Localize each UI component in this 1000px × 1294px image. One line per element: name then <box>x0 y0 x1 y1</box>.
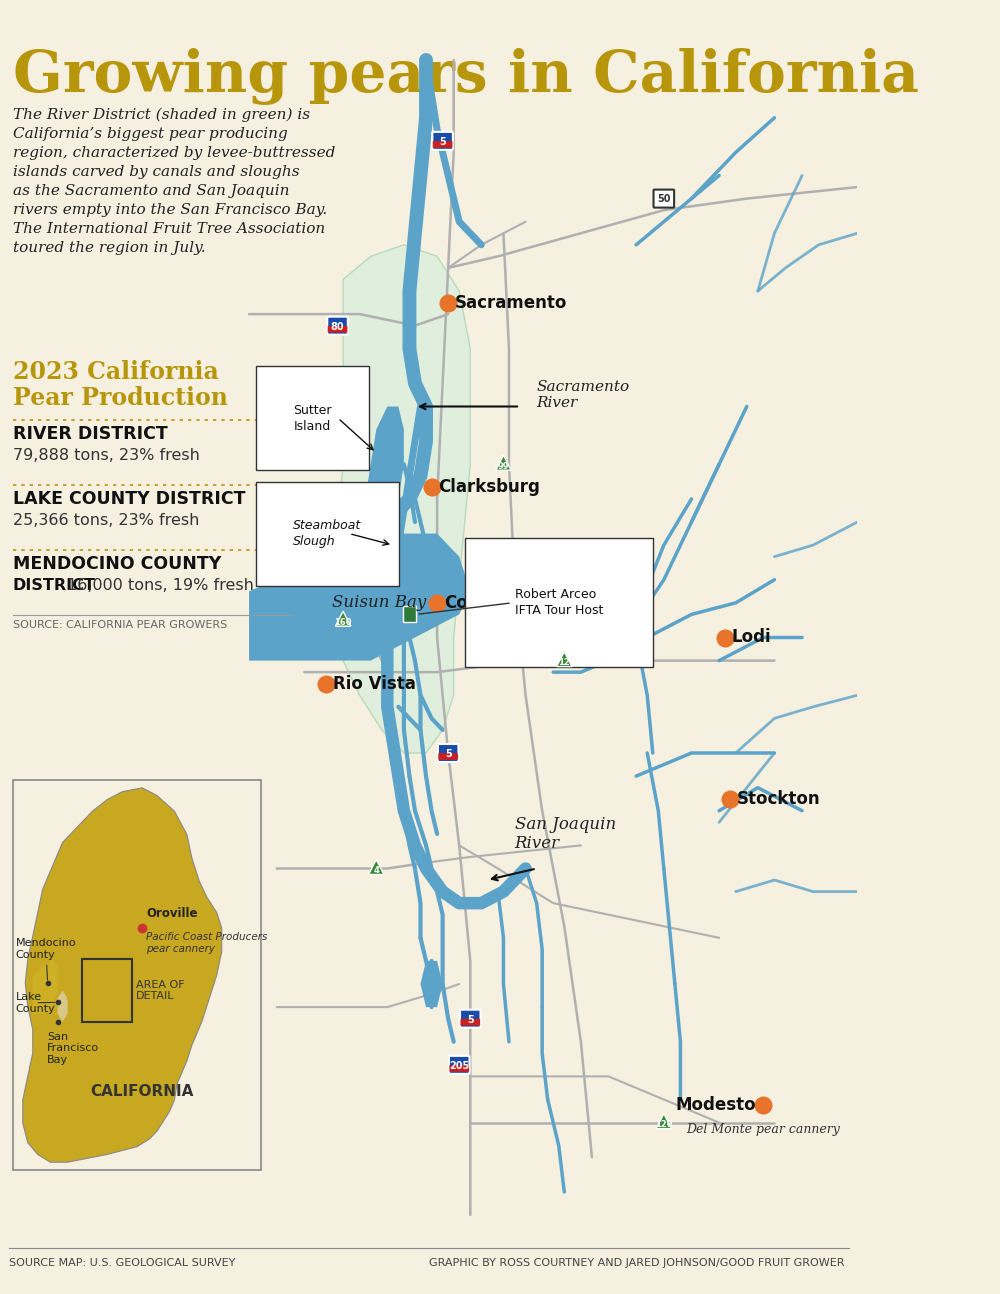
FancyBboxPatch shape <box>433 141 452 148</box>
Text: 5: 5 <box>445 749 452 760</box>
Text: 99: 99 <box>498 462 509 471</box>
Text: Lake
County: Lake County <box>15 992 55 1013</box>
Text: GRAPHIC BY ROSS COURTNEY AND JARED JOHNSON/GOOD FRUIT GROWER: GRAPHIC BY ROSS COURTNEY AND JARED JOHNS… <box>429 1258 844 1268</box>
Text: Rio Vista: Rio Vista <box>333 674 416 692</box>
Polygon shape <box>420 961 443 1007</box>
Text: DISTRICT: DISTRICT <box>13 578 96 593</box>
Text: Growing pears in California: Growing pears in California <box>13 48 919 105</box>
Text: 2023 California
Pear Production: 2023 California Pear Production <box>13 360 228 410</box>
FancyBboxPatch shape <box>328 326 347 333</box>
Bar <box>403 607 416 622</box>
FancyBboxPatch shape <box>438 753 458 760</box>
Text: Del Monte pear cannery: Del Monte pear cannery <box>686 1123 840 1136</box>
Text: 4: 4 <box>373 866 379 875</box>
Polygon shape <box>496 455 511 470</box>
Polygon shape <box>249 533 470 661</box>
Text: 160: 160 <box>334 617 352 626</box>
Text: AREA OF
DETAIL: AREA OF DETAIL <box>136 980 184 1002</box>
Text: 120: 120 <box>655 1121 673 1130</box>
FancyBboxPatch shape <box>460 1018 480 1026</box>
Text: Sacramento: Sacramento <box>455 294 567 312</box>
Polygon shape <box>33 959 58 1014</box>
FancyBboxPatch shape <box>654 190 674 207</box>
Text: 50: 50 <box>657 194 671 203</box>
FancyBboxPatch shape <box>449 1056 469 1074</box>
FancyBboxPatch shape <box>327 317 348 335</box>
Text: Sutter
Island: Sutter Island <box>293 404 332 432</box>
Polygon shape <box>360 406 404 545</box>
FancyBboxPatch shape <box>449 1065 469 1071</box>
Text: 5: 5 <box>467 1014 474 1025</box>
Text: 25,366 tons, 23% fresh: 25,366 tons, 23% fresh <box>13 512 199 528</box>
FancyBboxPatch shape <box>13 780 261 1170</box>
Text: Robert Arceo
IFTA Tour Host: Robert Arceo IFTA Tour Host <box>515 589 603 617</box>
Text: SOURCE: CALIFORNIA PEAR GROWERS: SOURCE: CALIFORNIA PEAR GROWERS <box>13 620 227 630</box>
Polygon shape <box>557 652 572 666</box>
Text: 5: 5 <box>439 137 446 146</box>
Bar <box>82 959 132 1022</box>
FancyBboxPatch shape <box>460 1009 481 1027</box>
Polygon shape <box>23 788 222 1162</box>
FancyBboxPatch shape <box>438 744 458 762</box>
Text: 16,000 tons, 19% fresh: 16,000 tons, 19% fresh <box>67 578 254 593</box>
Polygon shape <box>332 245 470 753</box>
Polygon shape <box>656 1114 672 1128</box>
Text: Lodi: Lodi <box>732 629 771 647</box>
Polygon shape <box>335 611 351 626</box>
Text: Modesto: Modesto <box>676 1096 757 1114</box>
Text: 80: 80 <box>331 322 344 331</box>
FancyBboxPatch shape <box>432 132 453 150</box>
Text: RIVER DISTRICT: RIVER DISTRICT <box>13 424 168 443</box>
Text: SOURCE MAP: U.S. GEOLOGICAL SURVEY: SOURCE MAP: U.S. GEOLOGICAL SURVEY <box>9 1258 235 1268</box>
Polygon shape <box>369 859 384 875</box>
Text: 12: 12 <box>558 659 570 668</box>
Text: Pacific Coast Producers
pear cannery: Pacific Coast Producers pear cannery <box>146 932 268 954</box>
Text: 79,888 tons, 23% fresh: 79,888 tons, 23% fresh <box>13 448 200 463</box>
Text: The River District (shaded in green) is
California’s biggest pear producing
regi: The River District (shaded in green) is … <box>13 107 335 255</box>
Text: 205: 205 <box>449 1061 469 1071</box>
Text: LAKE COUNTY DISTRICT: LAKE COUNTY DISTRICT <box>13 490 245 509</box>
Text: Mendocino
County: Mendocino County <box>15 938 76 980</box>
Text: San Joaquin
River: San Joaquin River <box>515 815 616 853</box>
Text: Stockton: Stockton <box>737 791 821 809</box>
Text: Sacramento
River: Sacramento River <box>537 380 630 410</box>
Text: Oroville: Oroville <box>146 907 198 920</box>
Text: CALIFORNIA: CALIFORNIA <box>90 1084 194 1100</box>
Text: MENDOCINO COUNTY: MENDOCINO COUNTY <box>13 555 221 573</box>
Text: Steamboat
Slough: Steamboat Slough <box>293 519 362 549</box>
Text: Clarksburg: Clarksburg <box>438 479 540 497</box>
Text: Courtland: Courtland <box>444 594 536 612</box>
Polygon shape <box>58 991 68 1022</box>
Text: Suisun Bay: Suisun Bay <box>332 594 426 611</box>
Text: San
Francisco
Bay: San Francisco Bay <box>47 1031 99 1065</box>
